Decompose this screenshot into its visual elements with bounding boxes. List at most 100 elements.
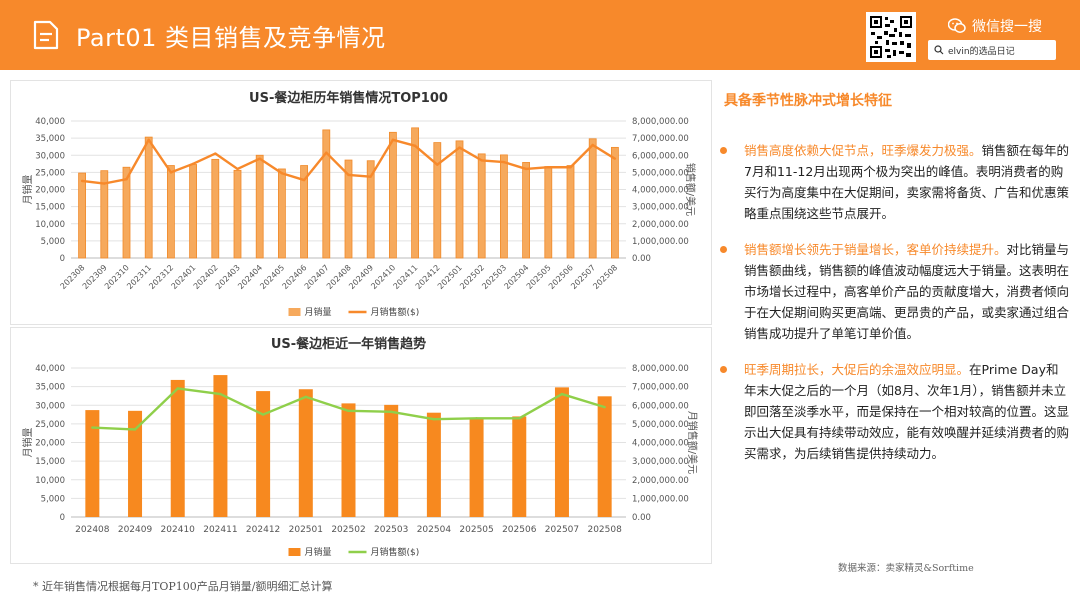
y2-tick-label: 5,000,000.00 <box>632 168 689 178</box>
document-icon <box>33 20 59 50</box>
data-source-note: 数据来源：卖家精灵&Sorftime <box>838 563 974 574</box>
bar <box>170 379 185 517</box>
line-point <box>133 428 137 431</box>
bar <box>213 375 228 517</box>
bar <box>611 146 619 259</box>
bar <box>277 168 286 259</box>
bar <box>100 170 109 259</box>
y2-tick-label: 3,000,000.00 <box>632 203 689 213</box>
y-tick-label: 40,000 <box>35 364 65 374</box>
y2-axis-label: 销售额/美元 <box>684 163 697 216</box>
y-tick-label: 20,000 <box>35 439 65 449</box>
legend-swatch-bar <box>288 308 301 316</box>
historical-sales-chart: US-餐边柜历年销售情况TOP100 0 0.00 5,000 1,000,000.00… <box>21 90 697 318</box>
bar <box>469 417 484 517</box>
bar <box>499 154 508 259</box>
y-tick-label: 0 <box>60 513 65 523</box>
insight-text: 在Prime Day和年末大促之后的一个月（如8月、次年1月），销售额并未立即回… <box>744 362 1070 461</box>
bar <box>388 131 397 259</box>
y-tick-label: 5,000 <box>41 494 65 504</box>
line-point <box>502 160 506 164</box>
bar <box>366 160 375 259</box>
y2-tick-label: 7,000,000.00 <box>632 134 689 144</box>
insight-highlight: 销售高度依赖大促节点，旺季爆发力极强。 <box>744 143 982 158</box>
line-point <box>518 417 521 420</box>
y-tick-label: 5,000 <box>41 237 65 247</box>
bullet-dot-icon <box>720 246 727 253</box>
bar <box>455 140 464 259</box>
chart-panel-recent-year: US-餐边柜近一年销售趋势 0 0.00 5,000 1,000,000.00 10,00… <box>10 327 712 564</box>
page-title: Part01 类目销售及竞争情况 <box>76 24 386 52</box>
qr-code-icon[interactable] <box>866 12 916 62</box>
y2-tick-label: 0.00 <box>632 513 651 523</box>
y2-tick-label: 2,000,000.00 <box>632 220 689 230</box>
header-bar: Part01 类目销售及竞争情况 微信搜一搜 elvin的选品日记 <box>0 0 1080 70</box>
footnote: * 近年销售情况根据每月TOP100产品月销量/额明细汇总计算 <box>33 580 333 593</box>
bar <box>426 412 441 517</box>
line-point <box>613 157 617 160</box>
legend-label: 月销量 <box>305 546 332 558</box>
line-point <box>413 144 417 148</box>
y-tick-label: 10,000 <box>35 220 65 230</box>
bar <box>411 127 420 259</box>
legend-label: 月销售额($) <box>371 546 420 558</box>
wechat-search-label: 微信搜一搜 <box>948 14 1042 38</box>
y2-tick-label: 6,000,000.00 <box>632 401 689 411</box>
x-tick-label: 202501 <box>289 525 323 535</box>
y-tick-label: 30,000 <box>35 151 65 161</box>
x-tick-label: 202408 <box>75 525 110 535</box>
y2-tick-label: 4,000,000.00 <box>632 439 689 449</box>
x-tick-label: 202410 <box>161 525 196 535</box>
y2-tick-label: 2,000,000.00 <box>632 476 689 486</box>
line-point <box>480 159 483 162</box>
line-point <box>280 172 284 175</box>
y-tick-label: 25,000 <box>35 420 65 430</box>
line-point <box>191 162 195 166</box>
x-tick-label: 202508 <box>591 263 619 291</box>
line-point <box>369 175 372 178</box>
chart-title: US-餐边柜近一年销售趋势 <box>271 336 426 352</box>
x-tick-label: 202411 <box>203 525 237 535</box>
insight-list: 销售高度依赖大促节点，旺季爆发力极强。销售额在每年的7月和11-12月出现两个极… <box>720 140 1070 479</box>
line-point <box>147 138 150 142</box>
y-tick-label: 40,000 <box>35 117 65 127</box>
bar <box>522 162 531 259</box>
y2-tick-label: 0.00 <box>632 254 651 264</box>
line-point <box>347 173 350 177</box>
x-tick-label: 202507 <box>545 525 579 535</box>
bar <box>128 410 143 517</box>
bar <box>554 387 569 517</box>
insight-highlight: 旺季周期拉长，大促后的余温效应明显。 <box>744 362 970 377</box>
bar <box>566 165 575 259</box>
line-point <box>547 166 550 169</box>
x-tick-label: 202506 <box>502 525 537 535</box>
chart-title: US-餐边柜历年销售情况TOP100 <box>249 90 448 106</box>
line-point <box>560 392 564 396</box>
y-tick-label: 10,000 <box>35 476 65 486</box>
y2-tick-label: 7,000,000.00 <box>632 383 689 393</box>
wechat-search-text: 微信搜一搜 <box>972 19 1042 35</box>
line-point <box>302 178 306 182</box>
x-tick-label: 202409 <box>118 525 153 535</box>
bullet-dot-icon <box>720 366 727 373</box>
y-tick-label: 35,000 <box>35 134 65 144</box>
line-point <box>436 163 439 166</box>
insight-text: 对比销量与销售额曲线，销售额的峰值波动幅度远大于销量。这表明在市场增长过程中，高… <box>744 242 1070 341</box>
line-point <box>169 171 173 174</box>
insight-title: 具备季节性脉冲式增长特征 <box>724 93 892 109</box>
line-point <box>569 166 572 169</box>
bar <box>298 389 313 517</box>
y2-tick-label: 5,000,000.00 <box>632 420 689 430</box>
line-point <box>304 395 308 399</box>
line-point <box>236 167 239 171</box>
x-tick-label: 202504 <box>417 525 452 535</box>
insight-text: 销售额在每年的7月和11-12月出现两个极为突出的峰值。表明消费者的购买行为高度… <box>744 143 1070 221</box>
bar <box>85 410 100 517</box>
search-icon <box>934 45 944 55</box>
bar <box>144 136 153 259</box>
line-point <box>458 146 461 149</box>
line-point <box>214 152 217 155</box>
bar <box>477 153 486 259</box>
search-input[interactable]: elvin的选品日记 <box>928 40 1056 60</box>
bar <box>122 166 131 259</box>
